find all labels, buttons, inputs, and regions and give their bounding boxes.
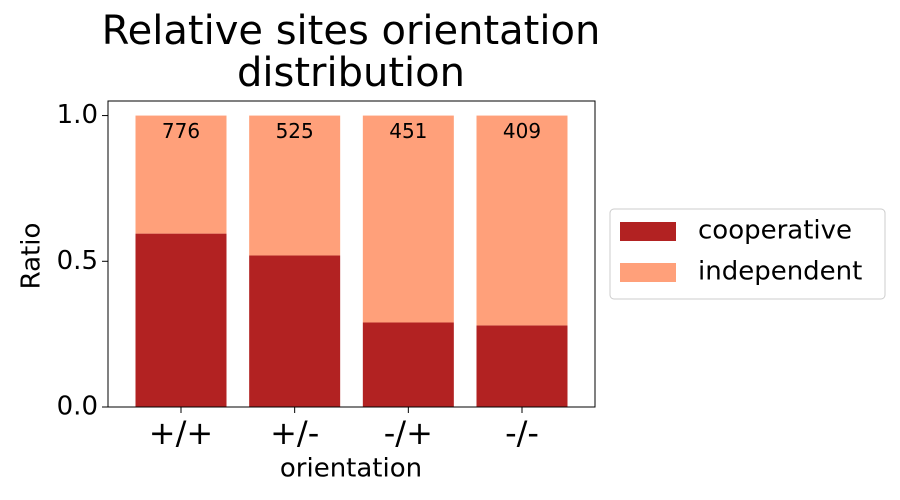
y-tick-label: 0.5 xyxy=(57,246,98,276)
x-axis-label: orientation xyxy=(280,454,422,484)
count-label: 451 xyxy=(389,119,427,143)
x-tick-label: -/- xyxy=(505,414,539,452)
x-tick-label: +/+ xyxy=(149,414,213,452)
y-axis-label: Ratio xyxy=(17,223,47,290)
y-tick-label: 1.0 xyxy=(57,100,98,130)
legend-swatch xyxy=(620,222,676,241)
bar-segment xyxy=(362,115,454,323)
x-tick-label: +/- xyxy=(270,414,319,452)
legend-label: cooperative xyxy=(698,216,852,246)
bar-segment xyxy=(362,322,454,407)
count-label: 525 xyxy=(276,119,314,143)
bar-segment xyxy=(135,115,227,234)
legend-box xyxy=(609,208,886,300)
bar-segment xyxy=(135,233,227,407)
bar-segment xyxy=(249,115,341,256)
bar-segment xyxy=(476,325,568,407)
plot-frame xyxy=(107,100,596,408)
y-tick-label: 0.0 xyxy=(57,392,98,422)
count-label: 409 xyxy=(503,119,541,143)
legend-swatch xyxy=(620,263,676,282)
legend-label: independent xyxy=(698,257,862,287)
x-tick-label: -/+ xyxy=(384,414,433,452)
bar-segment xyxy=(249,255,341,407)
bar-segment xyxy=(476,115,568,326)
count-label: 776 xyxy=(162,119,200,143)
chart-title: Relative sites orientation distribution xyxy=(101,8,601,96)
